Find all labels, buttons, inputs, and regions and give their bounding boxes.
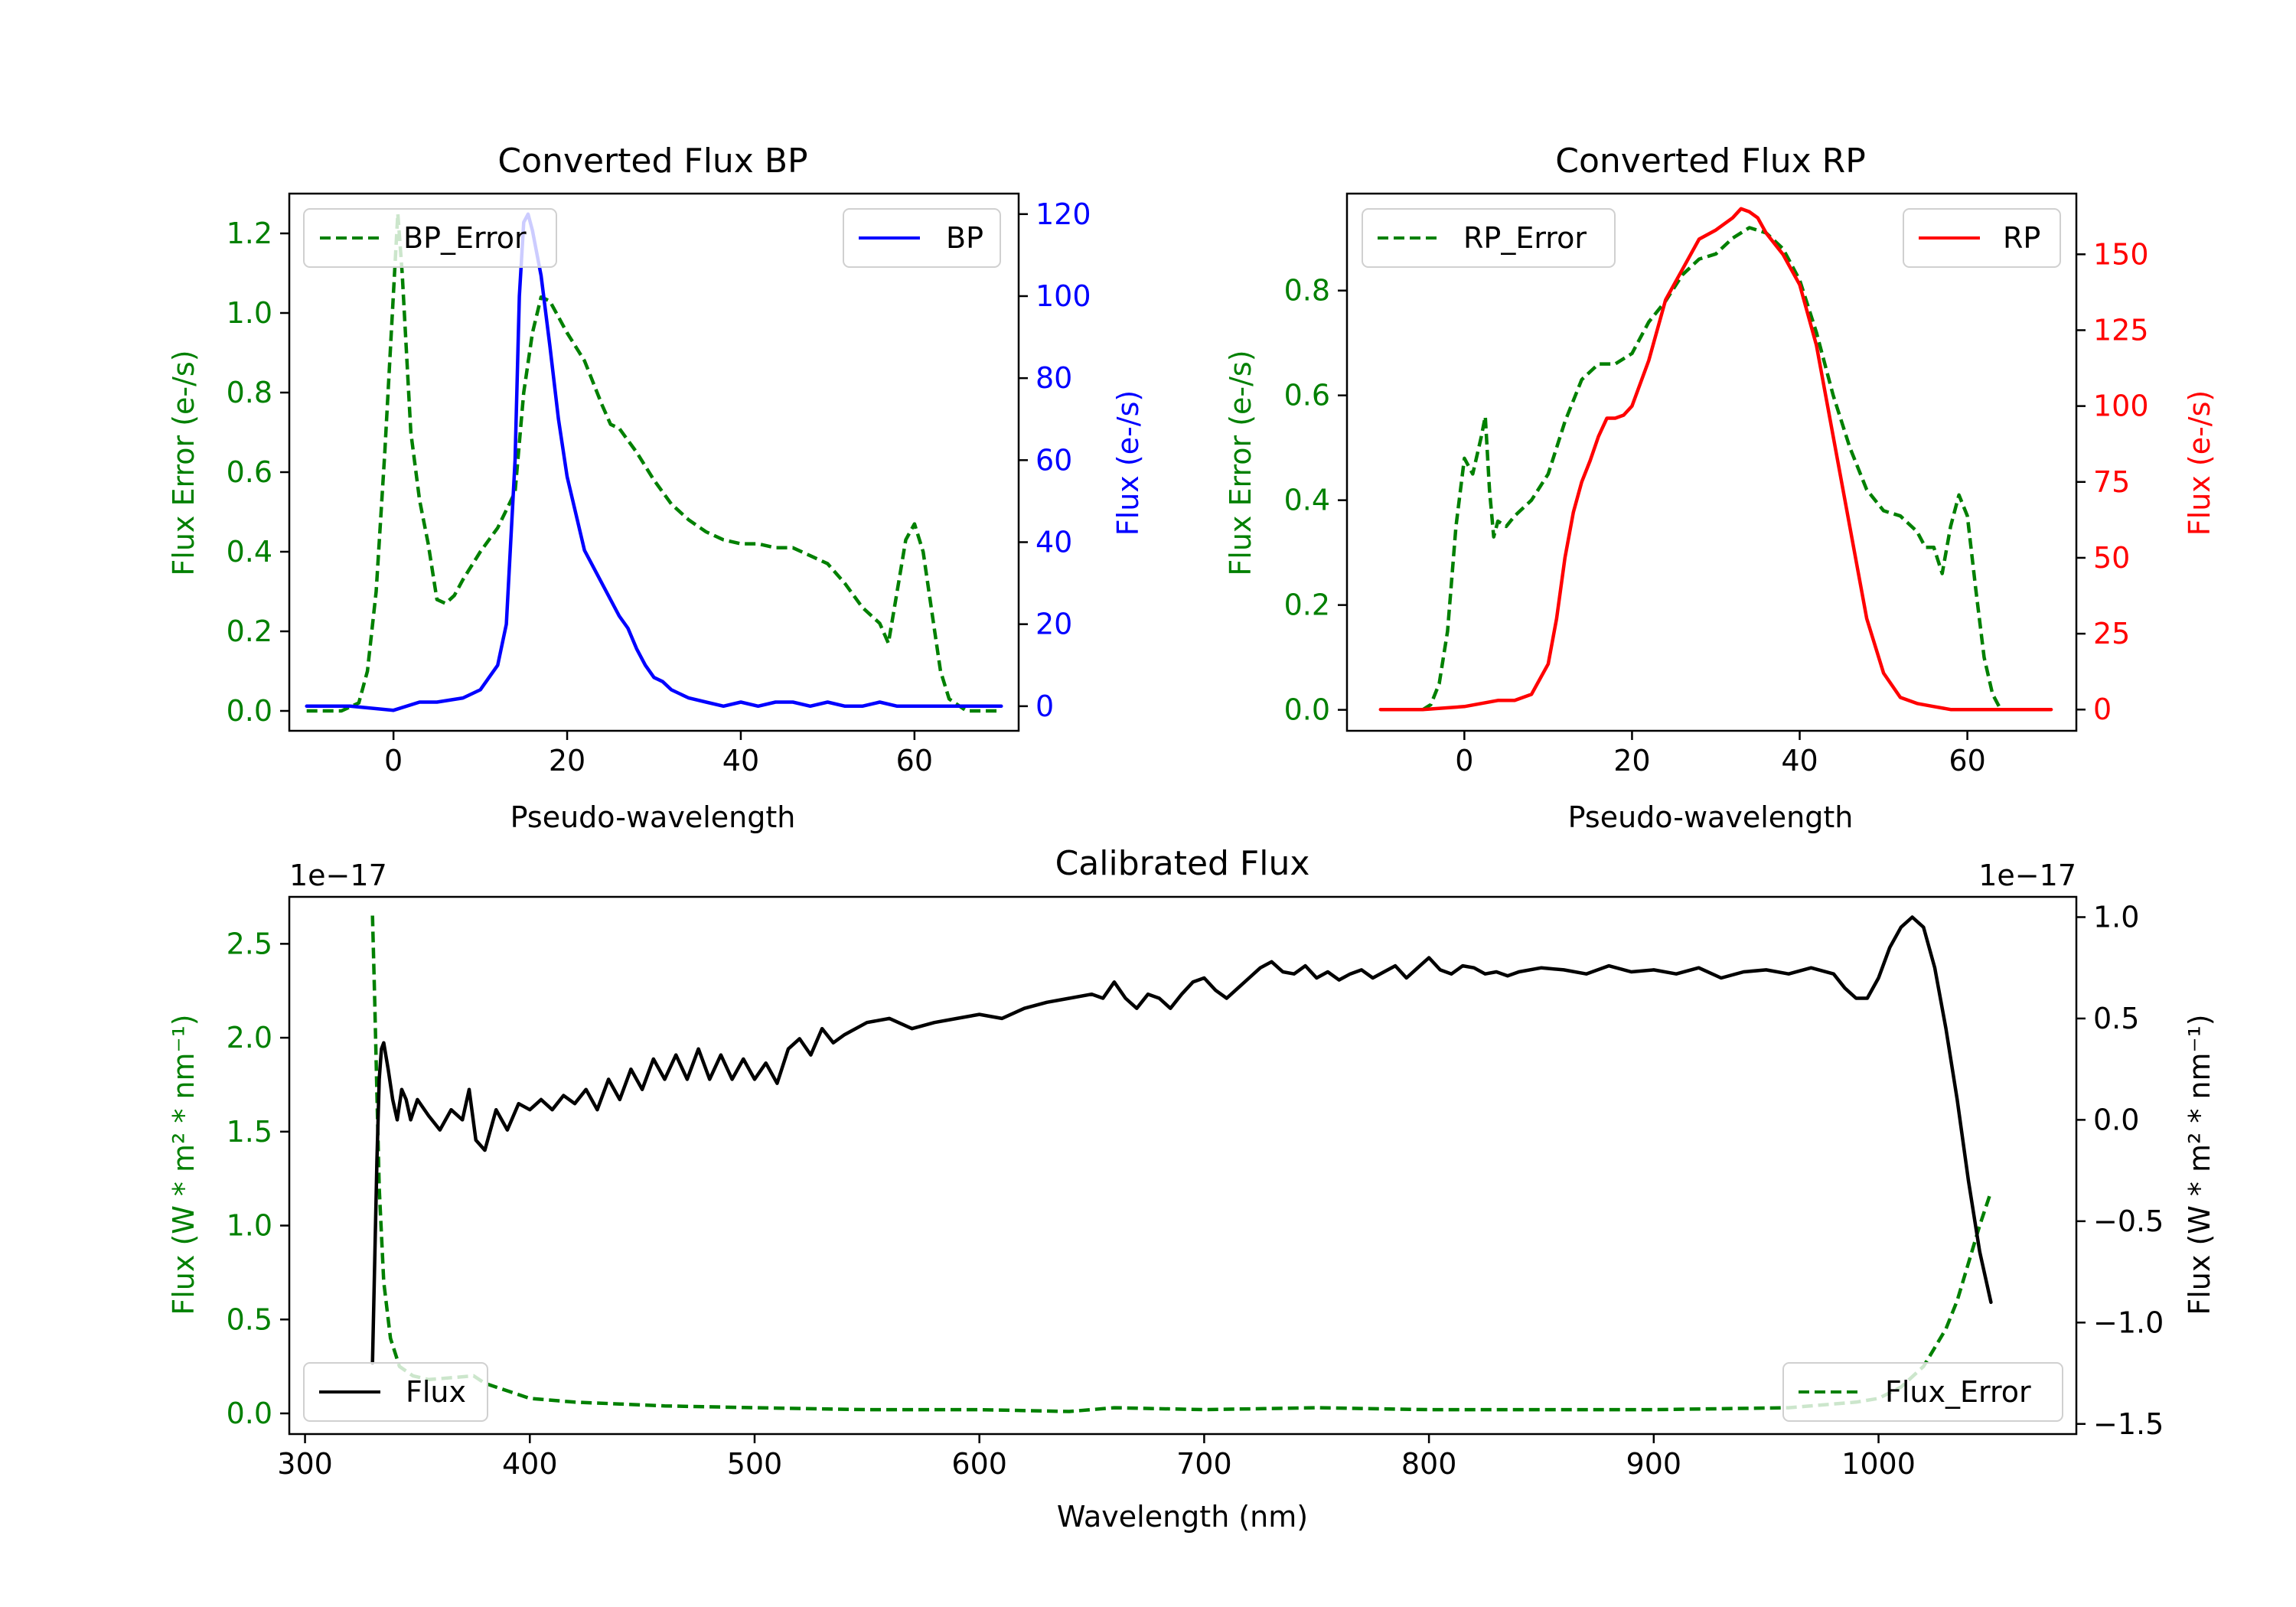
calibrated-xtick-label: 300 (277, 1447, 333, 1481)
rp-ytick-right-label: 100 (2093, 390, 2149, 423)
calibrated-offset-right: 1e−17 (1978, 859, 2076, 892)
bp-plot-frame (288, 192, 1020, 732)
bp-ytick-left-label: 0.2 (227, 614, 272, 648)
bp-xtick-label: 60 (896, 744, 933, 777)
bp-ytick-right-label: 100 (1035, 279, 1091, 313)
bp-ytick-left-label: 0.6 (227, 455, 272, 489)
calibrated-ytick-right-label: −1.0 (2093, 1305, 2164, 1339)
rp-xlabel: Pseudo-wavelength (1568, 800, 1854, 834)
calibrated-ytick-left-label: 2.0 (227, 1021, 272, 1054)
calibrated-ytick-left-label: 1.5 (227, 1115, 272, 1149)
bp-legend-left-label: BP_Error (403, 221, 527, 255)
bp-ytick-left-label: 0.4 (227, 535, 272, 569)
calibrated-xtick-label: 800 (1401, 1447, 1457, 1481)
bp-ytick-left-label: 1.0 (227, 296, 272, 330)
bp-ytick-right-label: 120 (1035, 197, 1091, 231)
calibrated-ytick-right-label: 0.5 (2093, 1002, 2139, 1035)
bp-ylabel-right: Flux (e-/s) (1111, 390, 1145, 536)
bp-ytick-left-label: 1.2 (227, 217, 272, 250)
calibrated-legend-left-label: Flux (406, 1375, 466, 1409)
calibrated-ytick-right-label: −0.5 (2093, 1204, 2164, 1238)
rp-legend-left-label: RP_Error (1463, 221, 1587, 255)
calibrated-xtick-label: 700 (1176, 1447, 1232, 1481)
calibrated-ylabel-left: Flux (W * m² * nm⁻¹) (167, 1014, 201, 1315)
rp-ytick-left-label: 0.4 (1284, 484, 1330, 517)
rp-ytick-right-label: 150 (2093, 237, 2149, 271)
panel-calibrated: Calibrated Flux Wavelength (nm) Flux (W … (167, 844, 2216, 1534)
calibrated-ytick-right-label: −1.5 (2093, 1407, 2164, 1441)
bp-title: Converted Flux BP (497, 142, 807, 181)
rp-xtick-label: 60 (1949, 744, 1985, 777)
calibrated-plot-frame (288, 895, 2078, 1436)
rp-ytick-left-label: 0.0 (1284, 693, 1330, 727)
rp-ylabel-left: Flux Error (e-/s) (1224, 350, 1257, 575)
bp-legend-left: BP_Error (303, 208, 557, 268)
rp-legend-right-label: RP (2003, 221, 2040, 255)
panel-bp: Converted Flux BP Pseudo-wavelength Flux… (167, 142, 1145, 834)
rp-ylabel-right: Flux (e-/s) (2183, 390, 2216, 536)
bp-series-bp (305, 212, 1003, 712)
calibrated-ytick-right-label: 0.0 (2093, 1103, 2139, 1136)
rp-ytick-right-label: 25 (2093, 617, 2130, 650)
bp-ytick-right-label: 80 (1035, 361, 1072, 395)
calibrated-xlabel: Wavelength (nm) (1057, 1500, 1308, 1534)
rp-xtick-label: 20 (1613, 744, 1650, 777)
bp-ytick-right-label: 40 (1035, 525, 1072, 559)
bp-ytick-right-label: 60 (1035, 443, 1072, 477)
bp-legend-right-label: BP (946, 221, 983, 255)
calibrated-ylabel-right: Flux (W * m² * nm⁻¹) (2183, 1014, 2216, 1315)
rp-ytick-right-label: 125 (2093, 313, 2149, 347)
bp-ytick-left-label: 0.0 (227, 694, 272, 728)
rp-title: Converted Flux RP (1555, 142, 1866, 181)
rp-series-rp (1378, 207, 2053, 712)
bp-ylabel-left: Flux Error (e-/s) (167, 350, 201, 575)
calibrated-title: Calibrated Flux (1055, 844, 1310, 883)
calibrated-ytick-left-label: 0.5 (227, 1302, 272, 1336)
calibrated-ytick-left-label: 1.0 (227, 1209, 272, 1243)
calibrated-legend-right-label: Flux_Error (1885, 1375, 2031, 1409)
calibrated-legend-right: Flux_Error (1782, 1362, 2063, 1422)
calibrated-ytick-left-label: 2.5 (227, 927, 272, 960)
calibrated-xtick-label: 600 (951, 1447, 1007, 1481)
calibrated-xtick-label: 500 (727, 1447, 783, 1481)
panel-rp: Converted Flux RP Pseudo-wavelength Flux… (1224, 142, 2216, 834)
rp-series-rp-error (1421, 226, 2003, 712)
bp-legend-right: BP (843, 208, 1001, 268)
rp-legend-right: RP (1903, 208, 2061, 268)
rp-ytick-left-label: 0.6 (1284, 379, 1330, 412)
rp-ytick-left-label: 0.8 (1284, 274, 1330, 308)
rp-ytick-right-label: 75 (2093, 465, 2130, 499)
calibrated-xtick-label: 900 (1626, 1447, 1682, 1481)
calibrated-xtick-label: 400 (502, 1447, 558, 1481)
bp-ytick-left-label: 0.8 (227, 376, 272, 409)
calibrated-ytick-left-label: 0.0 (227, 1397, 272, 1430)
bp-xtick-label: 40 (722, 744, 759, 777)
bp-xtick-label: 20 (549, 744, 585, 777)
calibrated-ytick-right-label: 1.0 (2093, 900, 2139, 934)
calibrated-series-flux (370, 915, 1993, 1365)
bp-xtick-label: 0 (384, 744, 403, 777)
rp-ytick-left-label: 0.2 (1284, 588, 1330, 622)
rp-legend-left: RP_Error (1362, 208, 1616, 268)
calibrated-xtick-label: 1000 (1841, 1447, 1916, 1481)
rp-ytick-right-label: 0 (2093, 693, 2112, 726)
bp-ytick-right-label: 0 (1035, 689, 1054, 723)
calibrated-legend-left: Flux (303, 1362, 488, 1422)
rp-plot-frame (1345, 192, 2078, 732)
rp-xtick-label: 40 (1781, 744, 1818, 777)
bp-ytick-right-label: 20 (1035, 608, 1072, 641)
bp-series-bp-error (306, 211, 1002, 713)
bp-xlabel: Pseudo-wavelength (510, 800, 796, 834)
calibrated-offset-left: 1e−17 (289, 859, 387, 892)
rp-xtick-label: 0 (1455, 744, 1473, 777)
rp-ytick-right-label: 50 (2093, 541, 2130, 575)
